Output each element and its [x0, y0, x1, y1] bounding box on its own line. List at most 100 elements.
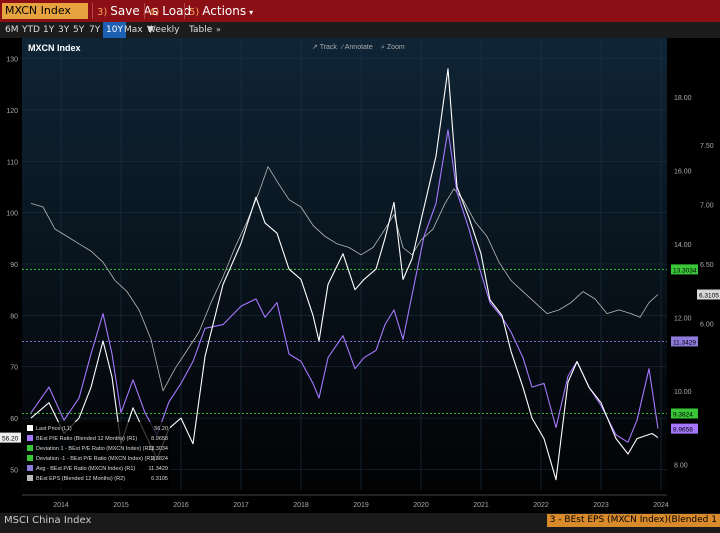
eps-value-tag: [697, 289, 720, 300]
axes: 2014 2015 2016 2017 2018 2019 2020 2021 2022 2023…: [6, 57, 713, 509]
left-tick-label: 120: [6, 108, 18, 115]
range-max[interactable]: Max: [124, 25, 143, 35]
load-button[interactable]: 4) Load: [149, 3, 191, 21]
legend-swatch: [27, 455, 33, 461]
range-ytd[interactable]: YTD: [22, 25, 40, 35]
legend-value: 11.3429: [149, 466, 168, 472]
legend-label: Last Price (L1): [36, 426, 72, 432]
chevron-down-icon: ▼: [147, 25, 154, 35]
toolbar-divider: [144, 3, 145, 19]
right-pe-tick-label: 6.50: [700, 262, 714, 269]
range-10y[interactable]: 10Y: [103, 22, 126, 38]
left-tick-label: 130: [6, 57, 18, 64]
left-tick-label: 90: [10, 262, 18, 269]
reference-value-label: 9.3824: [673, 411, 693, 418]
x-tick-label: 2021: [473, 502, 489, 509]
legend-label: BEst P/E Ratio (Blended 12 Months) (R1): [36, 436, 137, 442]
series-line: [30, 166, 659, 392]
legend-value: 8.9658: [151, 436, 168, 442]
x-tick-label: 2024: [653, 502, 669, 509]
right-eps-tick-label: 12.00: [674, 315, 692, 322]
right-pe-tick-label: 7.50: [700, 143, 714, 150]
left-tick-label: 80: [10, 313, 18, 320]
eps-value-label: 6.3105: [699, 293, 719, 300]
range-toolbar: 6M YTD 1Y 3Y 5Y 7Y 10Y Max Weekly ▼ Tabl…: [0, 22, 720, 38]
last-price-label: 56.20: [2, 436, 19, 443]
x-tick-label: 2020: [413, 502, 429, 509]
range-6m[interactable]: 6M: [5, 25, 19, 35]
save-as-button[interactable]: 3) Save As: [97, 3, 158, 21]
right-eps-tick-label: 18.00: [674, 95, 692, 102]
legend-value: 6.3105: [151, 476, 168, 482]
x-tick-label: 2016: [173, 502, 189, 509]
legend-box: [24, 422, 170, 488]
legend-swatch: [27, 435, 33, 441]
bottom-bar: MSCI China Index 3 - BEst EPS (MXCN Inde…: [0, 513, 720, 533]
ticker-field[interactable]: MXCN Index: [2, 3, 88, 19]
chart-tools: ↗ Track ∕ Annotate ⌕ Zoom: [312, 44, 405, 51]
legend-label: Deviation -1 - BEst P/E Ratio (MXCN Inde…: [36, 456, 155, 462]
more-icon[interactable]: »: [216, 25, 221, 34]
load-icon: 4): [149, 7, 160, 18]
series-line: [30, 129, 659, 443]
range-7y[interactable]: 7Y: [89, 25, 101, 35]
legend-label: BEst EPS (Blended 12 Months) (R2): [36, 476, 125, 482]
annotate-tool[interactable]: ∕ Annotate: [340, 44, 373, 51]
index-name: MSCI China Index: [4, 515, 92, 526]
range-5y[interactable]: 5Y: [73, 25, 85, 35]
price-pe-eps-chart[interactable]: MXCN Index ↗ Track ∕ Annotate ⌕ Zoom 201…: [0, 38, 720, 513]
left-tick-label: 110: [7, 159, 18, 166]
reference-value-tag: [671, 336, 698, 347]
save-icon: 3): [97, 7, 108, 18]
left-tick-label: 70: [10, 365, 18, 372]
right-eps-tick-label: 14.00: [674, 242, 692, 249]
zoom-tool[interactable]: ⌕ Zoom: [381, 44, 405, 51]
actions-icon: 5): [189, 7, 200, 18]
x-tick-label: 2019: [353, 502, 369, 509]
legend-value: 9.3824: [151, 456, 168, 462]
reference-value-label: 11.3429: [673, 339, 696, 346]
frequency-label: Weekly: [147, 25, 180, 35]
pe-value-tag: [671, 423, 698, 434]
eps-series-tab[interactable]: 3 - BEst EPS (MXCN Index)(Blended 1: [546, 514, 720, 527]
range-1y[interactable]: 1Y: [43, 25, 55, 35]
right-eps-tick-label: 8.00: [674, 462, 688, 469]
legend: Last Price (L1) 56.20 BEst P/E Ratio (Blen…: [24, 422, 170, 488]
legend-swatch: [27, 445, 33, 451]
chart-title: MXCN Index: [28, 43, 81, 53]
legend-swatch: [27, 475, 33, 481]
x-tick-label: 2014: [53, 502, 69, 509]
toolbar-divider: [184, 3, 185, 19]
load-label: Load: [162, 4, 192, 18]
range-3y[interactable]: 3Y: [58, 25, 70, 35]
left-tick-label: 60: [10, 416, 18, 423]
actions-menu[interactable]: 5) Actions ▾: [189, 3, 253, 21]
legend-value: 56.20: [154, 426, 168, 432]
save-as-label: Save As: [110, 4, 158, 18]
x-tick-label: 2022: [533, 502, 549, 509]
track-tool[interactable]: ↗ Track: [312, 44, 337, 51]
left-tick-label: 50: [10, 467, 18, 474]
legend-swatch: [27, 465, 33, 471]
legend-swatch: [27, 425, 33, 431]
table-button[interactable]: Table: [189, 25, 213, 35]
reference-value-tag: [671, 264, 698, 275]
actions-label: Actions: [202, 4, 247, 18]
right-pe-tick-label: 6.00: [700, 321, 714, 328]
x-tick-label: 2023: [593, 502, 609, 509]
x-tick-label: 2017: [233, 502, 249, 509]
reference-value-tag: [671, 408, 698, 419]
toolbar-divider: [92, 3, 93, 19]
title-toolbar: MXCN Index 3) Save As 4) Load 5) Actions ▾: [0, 0, 720, 22]
legend-value: 13.3034: [148, 446, 168, 452]
x-tick-label: 2015: [113, 502, 129, 509]
reference-value-label: 13.3034: [673, 267, 697, 274]
right-eps-tick-label: 10.00: [674, 389, 692, 396]
legend-label: Avg - BEst P/E Ratio (MXCN Index) (R1): [36, 466, 135, 472]
legend-label: Deviation 1 - BEst P/E Ratio (MXCN Index…: [36, 446, 154, 452]
last-price-tag: [0, 432, 21, 443]
pe-value-label: 8.9658: [673, 427, 693, 434]
chevron-down-icon: ▾: [249, 8, 254, 17]
value-tags: 13.3034 11.3429 9.3824 56.20 8.9658 6.3105: [0, 264, 720, 443]
left-tick-label: 100: [6, 211, 18, 218]
